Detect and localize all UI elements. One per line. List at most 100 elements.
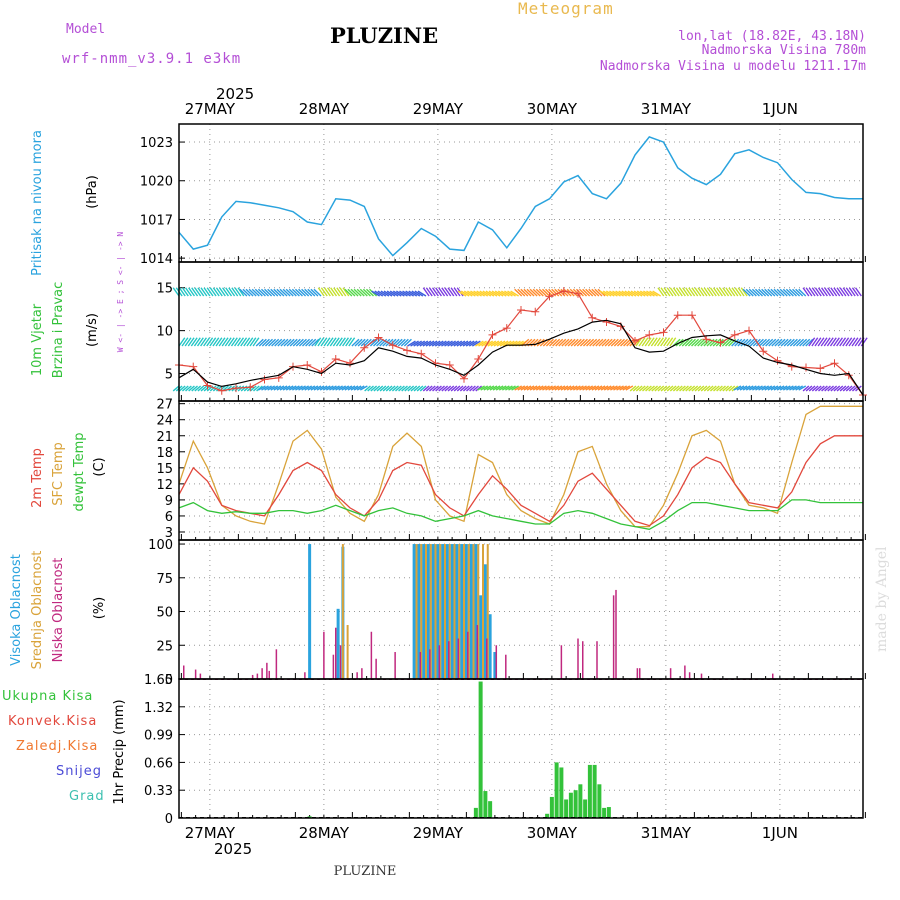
wind-barb (270, 288, 279, 297)
low-cloud-bar (266, 662, 268, 679)
ytick-label: 0.99 (144, 729, 173, 744)
wind-barb (713, 385, 720, 392)
wind-barb (845, 287, 853, 297)
wind-barb (376, 338, 385, 347)
wind-barb (633, 290, 643, 297)
wind-barb (739, 385, 748, 391)
wind-barb (172, 385, 180, 392)
wind-barb (798, 288, 807, 297)
wind-barb (329, 385, 337, 391)
wind-barb (172, 287, 180, 297)
wind-barb (348, 337, 356, 347)
low-cloud-bar (194, 669, 197, 679)
wind-barb (657, 287, 665, 297)
wind-barb (356, 385, 365, 391)
wind-barb (632, 385, 640, 392)
wind-barb (526, 288, 535, 297)
wind-speed-marker (445, 360, 454, 369)
wind-barb (257, 288, 266, 297)
wind-barb (212, 287, 220, 297)
wind-barb (694, 287, 702, 297)
precip-bar (583, 799, 588, 818)
low-cloud-bar (457, 638, 460, 679)
wind-barb (737, 338, 746, 347)
wind-barb (245, 288, 254, 297)
wind-barb (779, 385, 788, 391)
wind-barb (400, 338, 409, 347)
wind-barb (520, 288, 529, 297)
ytick-label: 6 (165, 510, 173, 525)
wind-barb (663, 287, 671, 297)
wind-barb (669, 385, 677, 392)
wind-barb (359, 385, 368, 391)
wind-barb (268, 338, 277, 347)
top-date-27MAY: 27MAY (185, 100, 236, 118)
wind-speed-marker (403, 346, 411, 355)
wind-barb (416, 385, 424, 392)
wind-barb (700, 287, 708, 297)
wind-barb (716, 385, 723, 392)
ytick-label: 5 (165, 368, 173, 383)
wind-barb (196, 337, 204, 347)
wind-barb (709, 287, 717, 297)
top-date-30MAY: 30MAY (527, 100, 578, 118)
wind-barb (480, 385, 489, 391)
wind-barb (641, 337, 649, 347)
wind-barb (779, 288, 788, 297)
wind-barb (416, 340, 426, 347)
top-date-31MAY: 31MAY (641, 100, 692, 118)
wind-barb (396, 290, 405, 297)
precip-bar (587, 764, 592, 818)
wind-barb (422, 385, 430, 392)
high-cloud-bar (426, 544, 430, 679)
wind-barb (848, 287, 856, 297)
wind-speed-marker (232, 384, 240, 393)
wind-barb (267, 288, 276, 297)
wind-barb (591, 288, 600, 297)
wind-barb (586, 338, 595, 347)
wind-barb (279, 288, 288, 297)
wind-barb (483, 385, 492, 391)
wind-barb (630, 290, 640, 297)
wind-barb (486, 385, 495, 391)
wind-barb (307, 288, 316, 297)
wind-barb (682, 287, 690, 297)
wind-speed-marker (645, 330, 654, 339)
wind-barb (190, 337, 198, 347)
low-cloud-bar (419, 652, 422, 679)
wind-speed-marker (773, 356, 782, 365)
wind-barb (317, 337, 325, 347)
wind-barb (613, 385, 621, 391)
wind-barb (523, 288, 532, 297)
wind-barb (326, 337, 334, 347)
wind-barb (517, 288, 526, 297)
low-cloud-bar (199, 673, 202, 679)
wind-barb (609, 290, 618, 297)
wind-barb (697, 338, 706, 347)
wind-barb (206, 337, 214, 347)
wind-speed-marker (802, 363, 810, 372)
wind-barb (660, 287, 668, 297)
high-cloud-bar (308, 544, 312, 679)
wind-barb (240, 337, 248, 347)
high-cloud-bar (455, 544, 459, 679)
low-cloud-bar (251, 674, 254, 679)
wind-barb (795, 385, 804, 391)
wind-barb (267, 385, 276, 391)
wind-barb (776, 288, 785, 297)
wind-barb (755, 338, 764, 347)
mid-cloud-bar (458, 544, 461, 679)
wind-barb (225, 287, 233, 297)
wind-barb (200, 385, 208, 392)
low-cloud-bar (268, 670, 270, 679)
wind-barb (413, 340, 423, 347)
wind-speed-marker (602, 318, 611, 327)
model-name: wrf-nmm_v3.9.1 e3km (62, 51, 241, 67)
wind-barb (444, 287, 452, 297)
wind-barb (341, 385, 350, 391)
wind-barb (243, 337, 251, 347)
wind-barb (444, 340, 453, 347)
wind-barb (751, 288, 760, 297)
wind-barb (411, 290, 421, 297)
wind-barb (610, 338, 619, 347)
